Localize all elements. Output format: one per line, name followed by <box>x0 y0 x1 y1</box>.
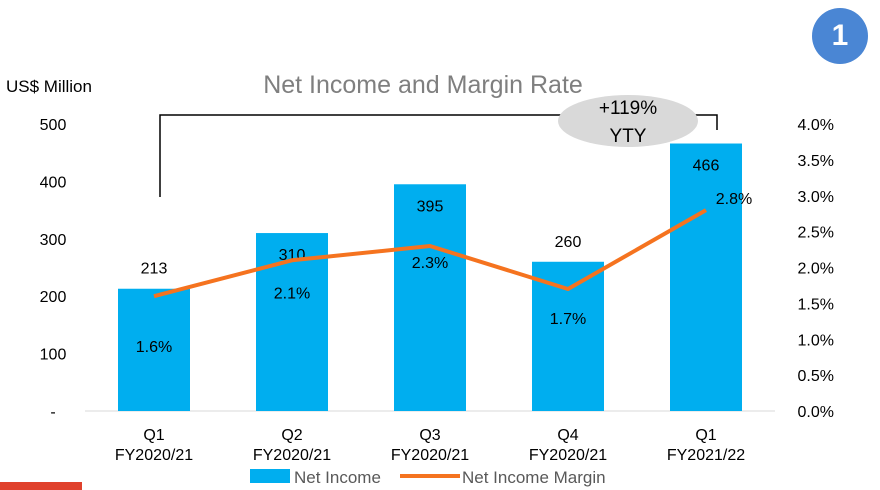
net-income-bar <box>118 288 190 411</box>
y-right-tick-label: 4.0% <box>798 117 834 134</box>
page-number-badge: 1 <box>812 8 868 64</box>
y-right-tick-label: 3.5% <box>798 153 834 170</box>
y-left-tick-label: 400 <box>40 174 67 191</box>
x-category-quarter: Q4 <box>557 427 578 444</box>
y-right-tick-label: 3.0% <box>798 189 834 206</box>
net-income-bar <box>256 233 328 411</box>
margin-data-label: 2.8% <box>716 191 752 208</box>
y-right-tick-label: 0.0% <box>798 404 834 421</box>
x-category-quarter: Q3 <box>419 427 440 444</box>
legend: Net Income Net Income Margin <box>250 468 606 487</box>
x-category-quarter: Q1 <box>695 427 716 444</box>
y-right-tick-label: 1.5% <box>798 296 834 313</box>
net-income-data-label: 213 <box>141 261 168 278</box>
y-right-tick-label: 0.5% <box>798 368 834 385</box>
yty-annotation-line1: +119% <box>599 98 657 119</box>
corner-accent-bar <box>0 482 82 490</box>
y-right-tick-label: 2.0% <box>798 261 834 278</box>
legend-swatch-net-income <box>250 469 290 483</box>
net-income-margin-line <box>153 208 707 299</box>
chart-title: Net Income and Margin Rate <box>263 71 583 99</box>
x-category-fiscal-year: FY2021/22 <box>667 447 745 464</box>
net-income-data-label: 466 <box>693 158 720 175</box>
x-category-fiscal-year: FY2020/21 <box>253 447 331 464</box>
net-income-bar <box>532 261 604 411</box>
yty-annotation-bubble <box>558 95 698 147</box>
net-income-data-label: 260 <box>555 234 582 251</box>
y-left-tick-label: 100 <box>40 347 67 364</box>
margin-data-label: 2.3% <box>412 255 448 272</box>
x-category-fiscal-year: FY2020/21 <box>391 447 469 464</box>
x-category-quarter: Q1 <box>143 427 164 444</box>
yty-bracket <box>159 114 718 197</box>
net-income-bar <box>670 143 742 412</box>
margin-data-label: 1.7% <box>550 311 586 328</box>
y-left-tick-label: 500 <box>40 117 67 134</box>
y-right-tick-label: 2.5% <box>798 225 834 242</box>
yty-annotation-line2: YTY <box>610 126 647 147</box>
y-right-tick-label: 1.0% <box>798 332 834 349</box>
y-left-axis-label: US$ Million <box>6 77 92 96</box>
net-income-bar <box>394 184 466 411</box>
x-category-fiscal-year: FY2020/21 <box>529 447 607 464</box>
legend-label-net-income-margin: Net Income Margin <box>462 468 606 487</box>
x-category-fiscal-year: FY2020/21 <box>115 447 193 464</box>
legend-label-net-income: Net Income <box>294 468 381 487</box>
y-left-tick-label: - <box>50 404 55 421</box>
x-category-quarter: Q2 <box>281 427 302 444</box>
margin-data-label: 2.1% <box>274 285 310 302</box>
y-left-tick-label: 200 <box>40 289 67 306</box>
y-left-tick-label: 300 <box>40 232 67 249</box>
margin-data-label: 1.6% <box>136 339 172 356</box>
net-income-data-label: 395 <box>417 198 444 215</box>
